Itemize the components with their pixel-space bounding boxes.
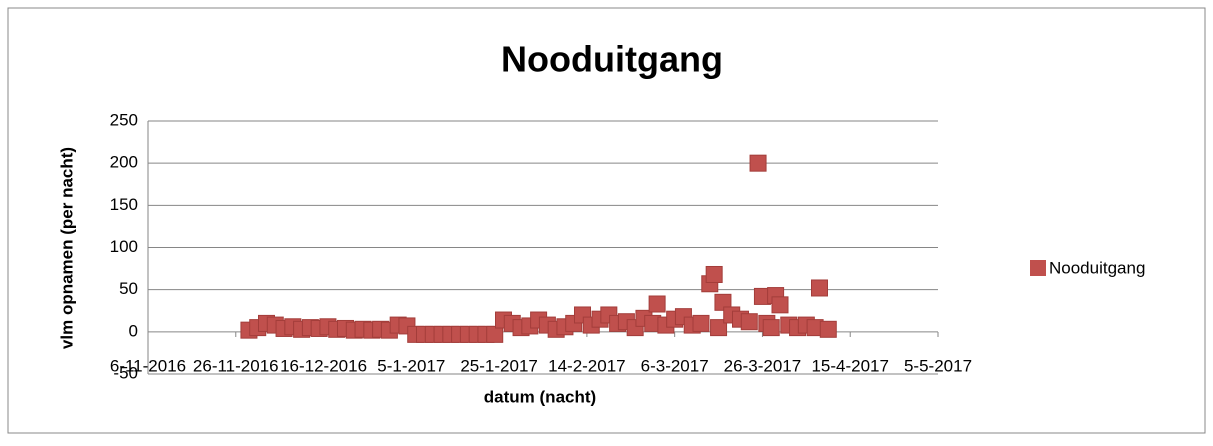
y-axis-label: vlm opnamen (per nacht) bbox=[57, 147, 76, 349]
x-tick-label: 6-3-2017 bbox=[641, 356, 709, 375]
x-tick-label: 26-3-2017 bbox=[724, 356, 802, 375]
marker bbox=[710, 319, 728, 337]
x-tick-label: 15-4-2017 bbox=[811, 356, 889, 375]
marker bbox=[648, 295, 666, 313]
marker bbox=[486, 325, 504, 343]
x-tick-label: 5-5-2017 bbox=[904, 356, 972, 375]
x-tick-label: 26-11-2016 bbox=[193, 356, 279, 375]
marker bbox=[762, 319, 780, 337]
x-tick-label: 14-2-2017 bbox=[548, 356, 626, 375]
y-tick-label: -50 bbox=[113, 363, 138, 382]
chart-border bbox=[7, 7, 1206, 434]
legend-label: Nooduitgang bbox=[1049, 258, 1145, 277]
marker bbox=[811, 279, 828, 297]
marker bbox=[714, 293, 732, 311]
marker bbox=[705, 265, 723, 283]
marker bbox=[740, 313, 758, 331]
x-tick-label: 25-1-2017 bbox=[460, 356, 538, 375]
legend-marker bbox=[1030, 260, 1046, 276]
x-tick-label: 5-1-2017 bbox=[377, 356, 445, 375]
y-tick-label: 250 bbox=[110, 110, 138, 129]
x-tick-label: 16-12-2016 bbox=[280, 356, 367, 375]
marker bbox=[749, 154, 767, 172]
y-tick-label: 200 bbox=[110, 153, 138, 172]
marker bbox=[692, 314, 710, 332]
y-tick-label: 150 bbox=[110, 195, 138, 214]
marker bbox=[819, 320, 837, 338]
y-tick-label: 100 bbox=[110, 237, 138, 256]
x-axis-label: datum (nacht) bbox=[484, 387, 596, 406]
y-tick-label: 50 bbox=[119, 279, 138, 298]
x-tick-label: 6-11-2016 bbox=[110, 356, 186, 375]
marker bbox=[771, 296, 789, 314]
y-tick-label: 0 bbox=[129, 321, 138, 340]
chart-title: Nooduitgang bbox=[501, 39, 723, 80]
